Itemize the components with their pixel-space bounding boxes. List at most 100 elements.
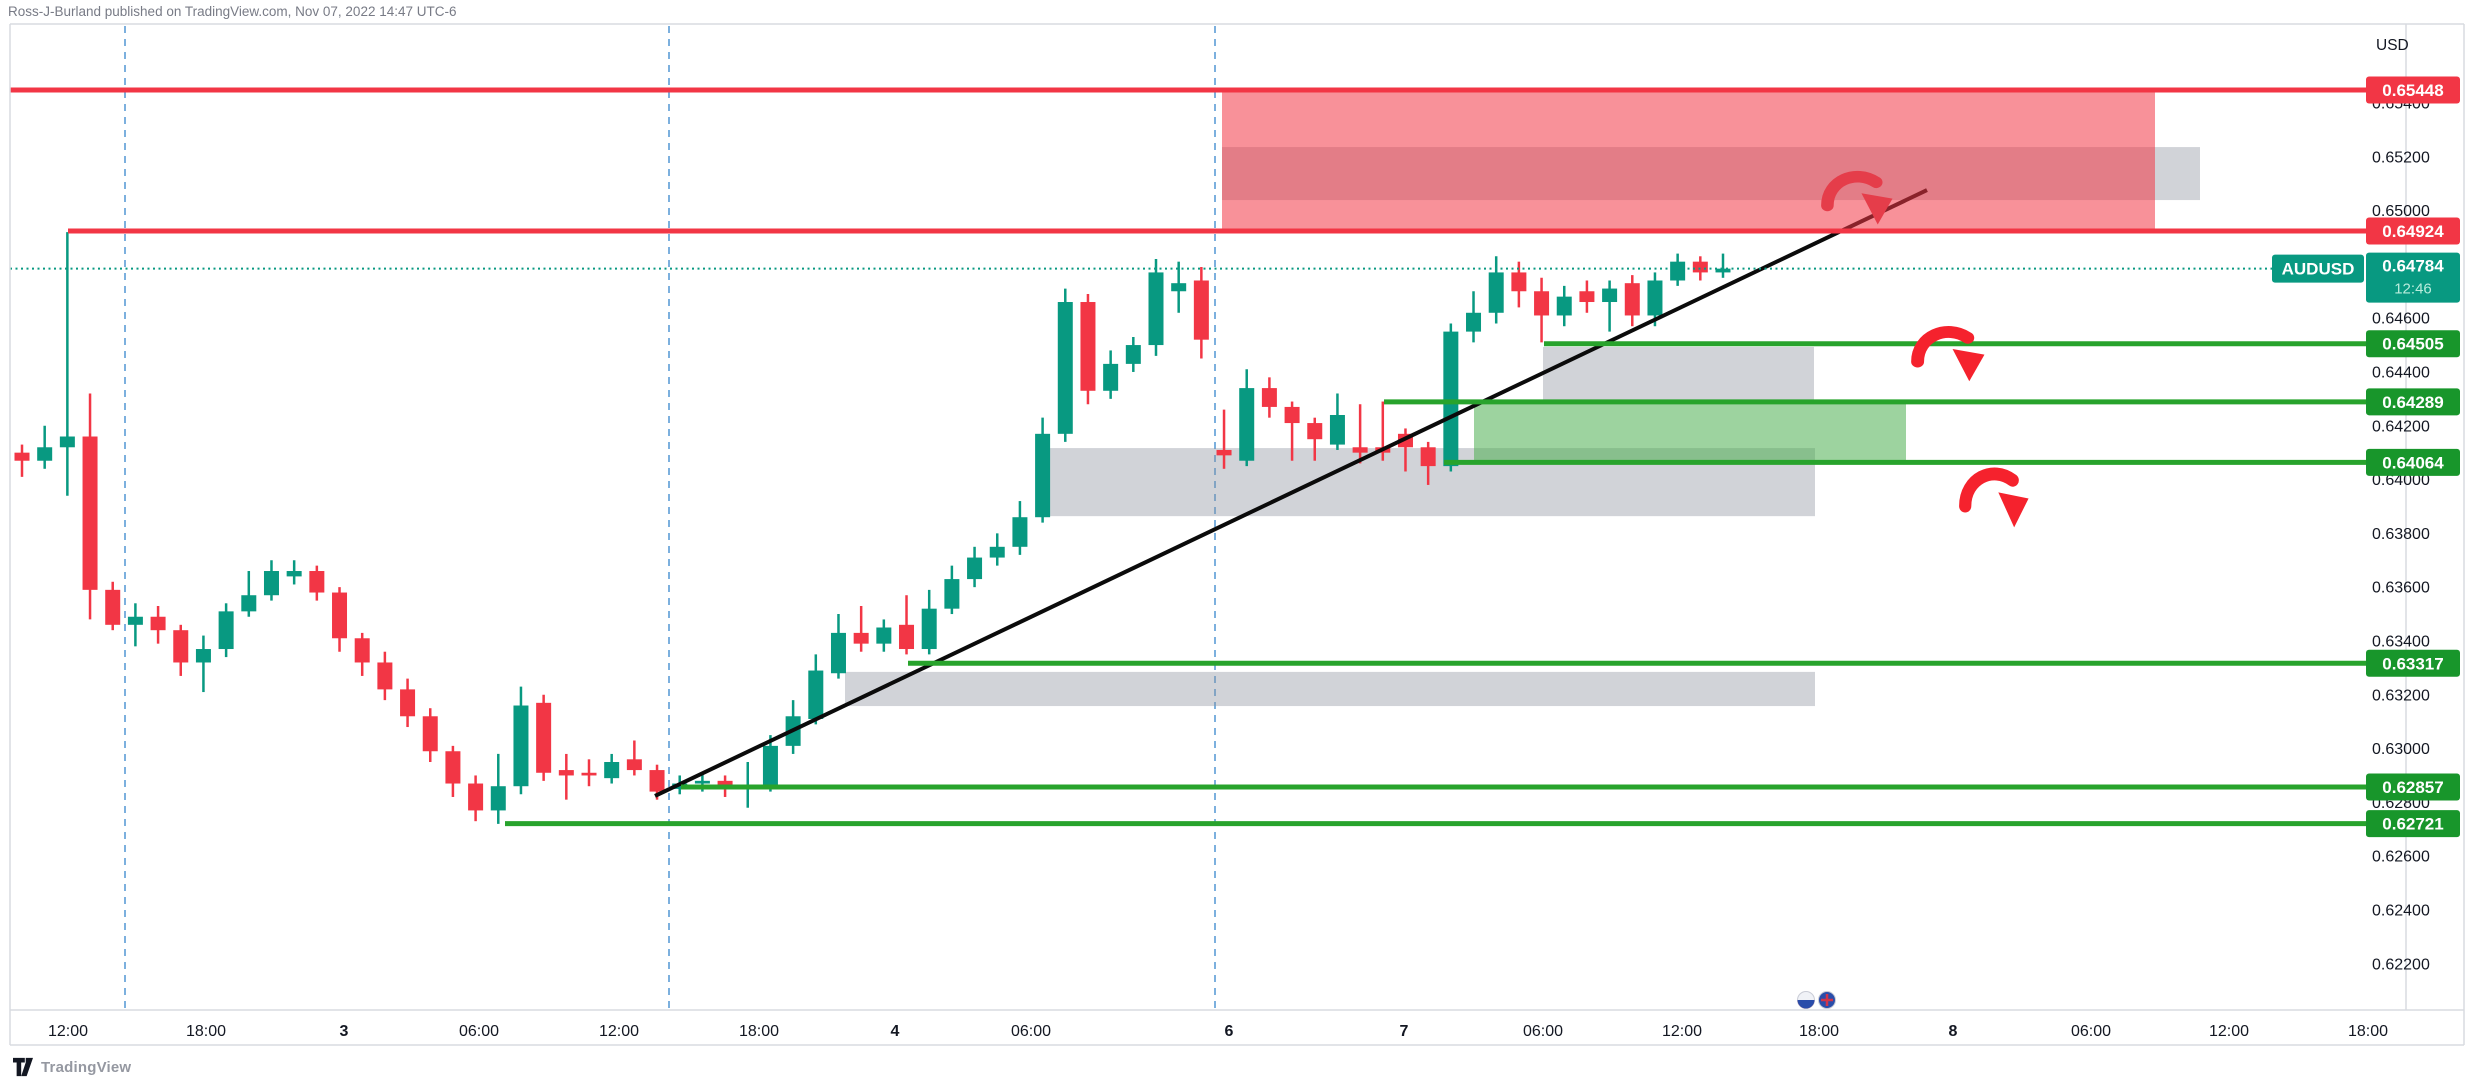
level-price-badge xyxy=(2366,217,2460,245)
candle-body xyxy=(127,616,143,625)
price-tick-label: 0.64600 xyxy=(2372,311,2430,328)
level-price-badge xyxy=(2366,388,2460,416)
level-price-badge xyxy=(2366,810,2460,838)
level-price-badge-text: 0.64064 xyxy=(2382,453,2444,472)
price-tick-label: 0.64400 xyxy=(2372,364,2430,381)
symbol-badge xyxy=(2272,254,2364,283)
date-tick-label: 8 xyxy=(1949,1023,1958,1040)
candle-body xyxy=(944,579,960,609)
bar-countdown-text: 12:46 xyxy=(2394,281,2432,298)
candle-body xyxy=(1125,345,1141,364)
green-demand-box-zone[interactable] xyxy=(1474,401,1906,463)
date-tick-label: 7 xyxy=(1400,1023,1409,1040)
candle-body xyxy=(967,557,983,580)
symbol-badge-text: AUDUSD xyxy=(2282,260,2355,279)
time-tick-label: 18:00 xyxy=(186,1023,226,1040)
curved-arrow-annotation-2[interactable] xyxy=(1911,326,1985,382)
candle-body xyxy=(173,630,189,663)
time-tick-label: 12:00 xyxy=(1662,1023,1702,1040)
candle-body xyxy=(1488,272,1504,313)
price-tick-label: 0.62200 xyxy=(2372,956,2430,973)
level-price-badge-text: 0.64289 xyxy=(2382,393,2443,412)
time-tick-label: 12:00 xyxy=(599,1023,639,1040)
economic-event-flag-icons[interactable] xyxy=(1797,991,1836,1009)
curved-arrow-tail xyxy=(1911,326,1975,368)
curved-arrow-annotation-3[interactable] xyxy=(1959,467,2029,528)
time-tick-label: 12:00 xyxy=(48,1023,88,1040)
candle-body xyxy=(649,770,665,792)
candle-body xyxy=(513,705,529,787)
price-tick-label: 0.65200 xyxy=(2372,149,2430,166)
candle-body xyxy=(218,611,234,650)
candle-body xyxy=(1216,449,1232,456)
candle-body xyxy=(1035,433,1051,518)
price-axis[interactable]: 0.654000.652000.650000.646000.644000.642… xyxy=(2272,37,2460,973)
candle-body xyxy=(536,702,552,773)
candle-body xyxy=(1556,296,1572,316)
candle-body xyxy=(1352,447,1368,453)
level-price-badge-text: 0.62721 xyxy=(2382,815,2443,834)
candle-body xyxy=(1239,388,1255,461)
candle-body xyxy=(490,786,506,811)
level-price-badge-text: 0.63317 xyxy=(2382,654,2443,673)
candle-body xyxy=(1443,331,1459,467)
time-axis[interactable]: 12:00 18:00 3 06:00 12:00 18:00 4 06:00 6 7 06:00 1… xyxy=(48,1023,2388,1040)
candle-body xyxy=(445,751,461,784)
level-price-badge xyxy=(2366,773,2460,801)
rising-trendline[interactable] xyxy=(654,188,1928,798)
candle-body xyxy=(1602,288,1618,303)
candle-body xyxy=(1171,283,1187,292)
current-price-badge-text: 0.64784 xyxy=(2382,257,2444,276)
candle-body xyxy=(1148,272,1164,346)
level-price-badge xyxy=(2366,76,2460,104)
candle-body xyxy=(989,546,1005,558)
gray-box-lower-zone[interactable] xyxy=(845,671,1815,707)
candle-body xyxy=(400,689,416,717)
candle-body xyxy=(59,436,75,448)
price-tick-label: 0.63000 xyxy=(2372,741,2430,758)
level-price-badge xyxy=(2366,448,2460,476)
candle-body xyxy=(921,608,937,650)
level-price-badge-text: 0.64924 xyxy=(2382,222,2444,241)
candle-body xyxy=(377,662,393,690)
tradingview-logo-text: TradingView xyxy=(41,1058,132,1076)
tradingview-logo[interactable]: TradingView xyxy=(12,1057,131,1077)
pink-supply-zone[interactable] xyxy=(1222,90,2155,231)
candle-body xyxy=(309,571,325,593)
candle-body xyxy=(558,770,574,776)
time-tick-label: 18:00 xyxy=(1799,1023,1839,1040)
candle-body xyxy=(1420,447,1436,467)
candle-body xyxy=(286,571,302,577)
price-tick-label: 0.62400 xyxy=(2372,902,2430,919)
candle-body xyxy=(1080,302,1096,391)
candle-body xyxy=(354,638,370,663)
gray-box-upper-zone[interactable] xyxy=(1543,346,1814,402)
candle-body xyxy=(1057,302,1073,434)
time-tick-label: 18:00 xyxy=(739,1023,779,1040)
candle-body xyxy=(1284,406,1300,424)
date-tick-label: 3 xyxy=(340,1023,349,1040)
candle-body xyxy=(853,632,869,644)
candle-body xyxy=(332,592,348,639)
candle-body xyxy=(808,670,824,719)
time-tick-label: 06:00 xyxy=(459,1023,499,1040)
candle-body xyxy=(150,616,166,631)
candle-body xyxy=(82,436,98,590)
time-tick-label: 06:00 xyxy=(1523,1023,1563,1040)
candle-body xyxy=(1692,261,1708,273)
attribution-text: Ross-J-Burland published on TradingView.… xyxy=(8,4,457,19)
candle-body xyxy=(1261,388,1277,407)
candle-body xyxy=(195,649,211,663)
price-tick-label: 0.64000 xyxy=(2372,472,2430,489)
candlestick-series[interactable] xyxy=(14,232,1731,824)
candle-body xyxy=(694,780,710,784)
candle-body xyxy=(762,745,778,787)
candle-body xyxy=(1193,280,1209,340)
candle-body xyxy=(1534,291,1550,316)
candle-body xyxy=(422,716,438,752)
level-price-badge-text: 0.65448 xyxy=(2382,81,2443,100)
current-price-badge xyxy=(2366,252,2460,303)
date-tick-label: 6 xyxy=(1225,1023,1234,1040)
